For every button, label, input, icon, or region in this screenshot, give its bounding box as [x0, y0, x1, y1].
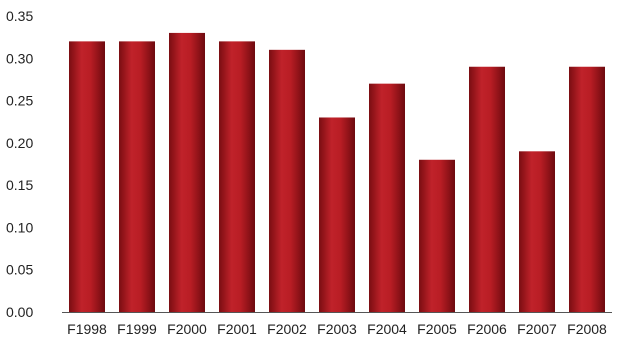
- bar-f2008: [569, 66, 605, 312]
- x-tick-label: F2002: [267, 321, 307, 337]
- bar-f2005: [419, 159, 455, 312]
- y-tick-label: 0.25: [6, 93, 33, 109]
- bar-f2000: [169, 32, 205, 313]
- y-tick-label: 0.20: [6, 135, 33, 151]
- y-tick-label: 0.00: [6, 304, 33, 320]
- x-tick-label: F2001: [217, 321, 257, 337]
- y-tick-label: 0.15: [6, 177, 33, 193]
- bar-f2006: [469, 66, 505, 312]
- bar-f2001: [219, 41, 255, 312]
- y-tick-label: 0.05: [6, 262, 33, 278]
- x-tick-label: F1999: [117, 321, 157, 337]
- x-tick-label: F2007: [517, 321, 557, 337]
- x-tick-label: F2003: [317, 321, 357, 337]
- y-tick-label: 0.10: [6, 219, 33, 235]
- x-tick-label: F2006: [467, 321, 507, 337]
- x-tick-label: F2004: [367, 321, 407, 337]
- y-tick-label: 0.30: [6, 50, 33, 66]
- bar-f2007: [519, 151, 555, 312]
- y-axis-tick-labels: 0.00 0.05 0.10 0.15 0.20 0.25 0.30 0.35: [6, 8, 33, 320]
- x-tick-label: F2005: [417, 321, 457, 337]
- bar-f2003: [319, 117, 355, 312]
- y-tick-label: 0.35: [6, 8, 33, 24]
- x-axis-tick-labels: F1998 F1999 F2000 F2001 F2002 F2003 F2004 F2005…: [67, 321, 607, 337]
- x-tick-label: F1998: [67, 321, 107, 337]
- x-tick-label: F2008: [567, 321, 607, 337]
- bar-f2004: [369, 83, 405, 313]
- bar-f2002: [269, 49, 305, 312]
- x-tick-label: F2000: [167, 321, 207, 337]
- bars: [69, 32, 605, 313]
- bar-f1998: [69, 41, 105, 312]
- bar-f1999: [119, 41, 155, 312]
